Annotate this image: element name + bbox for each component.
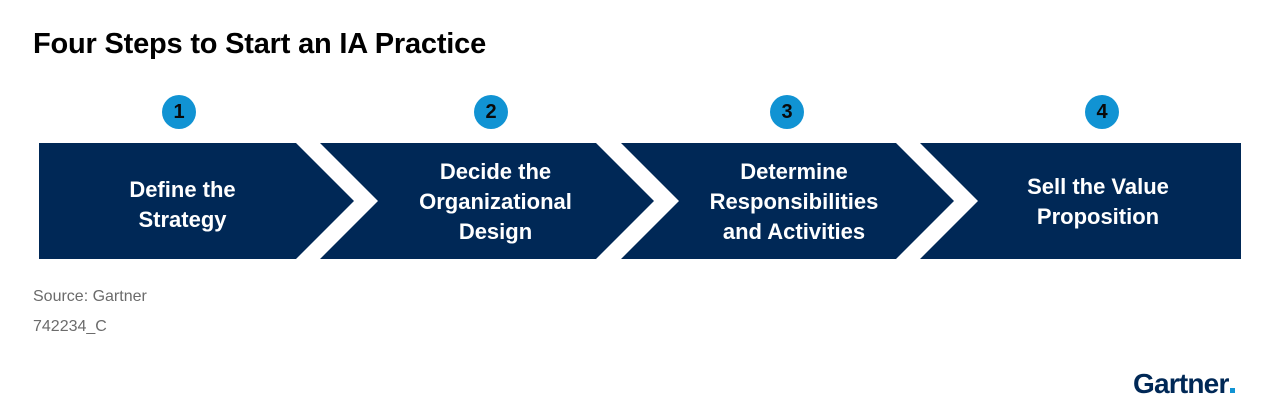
step-1-number-badge: 1 — [162, 95, 196, 129]
step-2-label: Decide the Organizational Design — [419, 158, 572, 244]
step-4-arrow — [920, 143, 1241, 259]
step-4-label: Sell the Value Proposition — [1027, 173, 1169, 229]
step-1-arrow — [39, 143, 354, 259]
gartner-logo: Gartner — [1133, 368, 1235, 400]
logo-dot-icon — [1229, 388, 1235, 393]
source-note: Source: Gartner — [33, 288, 147, 305]
step-1-label: Define the Strategy — [129, 176, 236, 232]
step-2-arrow — [320, 143, 654, 259]
page-title: Four Steps to Start an IA Practice — [33, 28, 487, 60]
gartner-logo-text: Gartner — [1133, 368, 1229, 399]
step-3-label: Determine Responsibilities and Activitie… — [709, 158, 879, 244]
step-3-arrow — [621, 143, 954, 259]
figure-code: 742234_C — [33, 318, 107, 335]
step-4-number-badge: 4 — [1085, 95, 1119, 129]
step-3-number-badge: 3 — [770, 95, 804, 129]
step-2-number-badge: 2 — [474, 95, 508, 129]
